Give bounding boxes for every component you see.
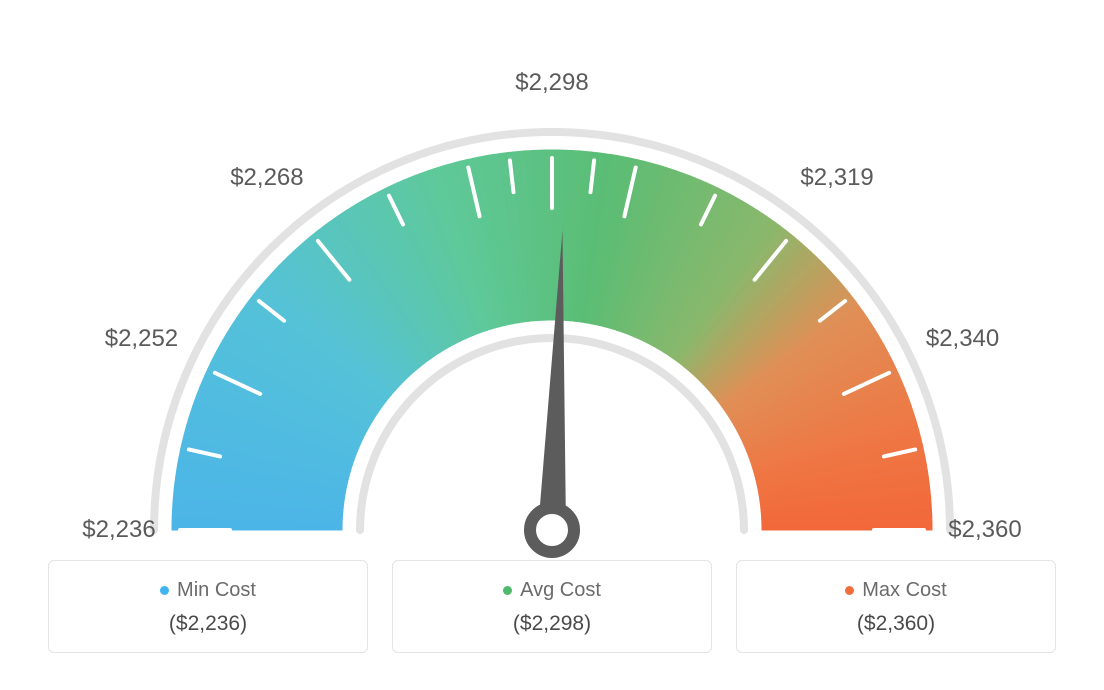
avg-cost-card: Avg Cost ($2,298) [392,560,712,653]
max-cost-card: Max Cost ($2,360) [736,560,1056,653]
card-title-row: Max Cost [757,579,1035,602]
min-cost-card: Min Cost ($2,236) [48,560,368,653]
avg-cost-title: Avg Cost [520,579,601,602]
gauge-tick-label: $2,236 [82,516,155,544]
min-dot-icon [160,586,169,595]
avg-cost-value: ($2,298) [413,612,691,636]
gauge-tick-label: $2,340 [926,325,999,353]
max-cost-title: Max Cost [862,579,946,602]
min-cost-title: Min Cost [177,579,256,602]
card-title-row: Min Cost [69,579,347,602]
avg-dot-icon [503,586,512,595]
max-cost-value: ($2,360) [757,612,1035,636]
gauge-container: $2,236 $2,252 $2,268 $2,298 $2,319 $2,340 $2,3… [0,0,1104,560]
max-dot-icon [845,586,854,595]
gauge-tick-label: $2,252 [105,325,178,353]
gauge-tick-label: $2,360 [948,516,1021,544]
gauge-tick-label: $2,319 [800,164,873,192]
min-cost-value: ($2,236) [69,612,347,636]
gauge-tick-label: $2,298 [515,69,588,97]
gauge-tick-label: $2,268 [230,164,303,192]
summary-cards: Min Cost ($2,236) Avg Cost ($2,298) Max … [0,560,1104,653]
card-title-row: Avg Cost [413,579,691,602]
